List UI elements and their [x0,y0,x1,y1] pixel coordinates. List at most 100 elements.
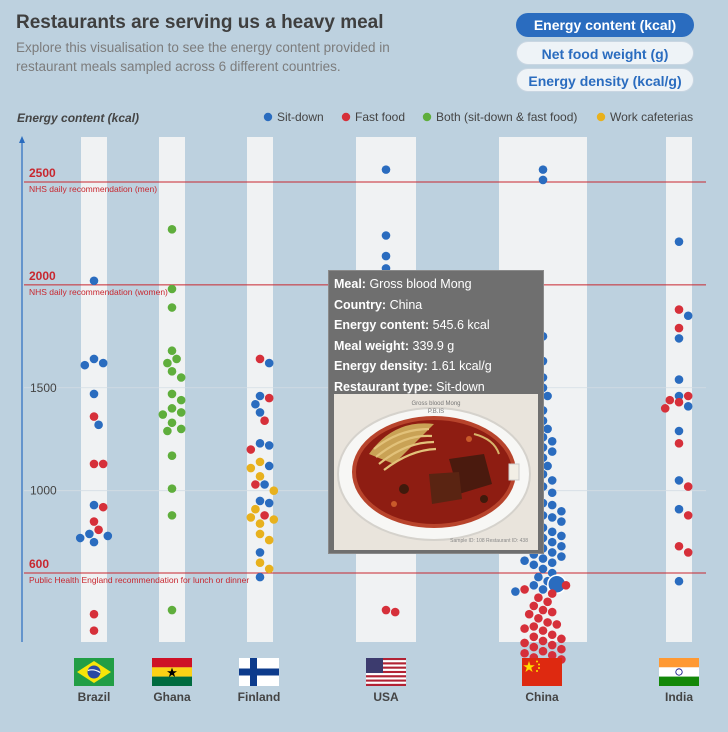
meal-dot-ghana [167,303,177,312]
meal-dot-ghana [167,511,177,520]
meal-dot-finland [255,471,265,481]
meal-dot-ghana [167,225,177,234]
column-finland [247,137,273,642]
reference-value-600: 600 [29,557,49,571]
meal-dot-usa [381,231,391,240]
meal-dot-finland [255,558,265,568]
meal-dot-china [520,556,529,565]
china-flag-icon[interactable] [522,658,562,686]
meal-dot-india [660,404,670,413]
meal-photo: Gross blood Mong P.B.IS Sample ID: 108 Re… [334,394,538,550]
meal-dot-finland [264,441,274,450]
meal-dot-finland [255,391,265,401]
energy-content-button[interactable]: Energy content (kcal) [516,13,694,37]
meal-dot-china [547,558,557,568]
meal-dot-ghana [167,484,177,493]
net-food-weight-button[interactable]: Net food weight (g) [516,41,694,65]
meal-dot-brazil [89,537,99,547]
meal-dot-finland [246,445,256,454]
tooltip-energy-key: Energy content: [334,318,430,332]
meal-dot-china [538,175,548,185]
usa-flag-icon[interactable] [366,658,406,686]
meal-dot-china [511,587,520,596]
meal-dot-finland [260,416,269,426]
tooltip-type-row: Restaurant type: Sit-down [334,377,538,398]
meal-dot-india [683,548,693,557]
meal-dot-brazil [89,354,99,364]
meal-dot-finland [255,519,265,528]
tooltip-country-value: China [389,297,423,312]
meal-dot-china [547,537,557,547]
tooltip-density-value: 1.61 kcal/g [431,359,492,373]
meal-dot-china [534,593,543,602]
tooltip-energy-value: 545.6 kcal [432,318,490,332]
meal-dot-finland [264,358,274,368]
meal-dot-finland [255,572,265,582]
meal-dot-ghana [176,395,186,405]
meal-dot-brazil [98,502,108,512]
meal-dot-china [557,541,566,551]
tooltip-meal-key: Meal: [334,277,366,291]
ghana-flag-icon[interactable] [152,658,192,686]
meal-dot-china [534,613,543,623]
meal-dot-brazil [89,626,99,635]
meal-dot-finland [269,515,279,524]
meal-dot-china [547,476,557,485]
meal-dot-china [529,601,539,611]
reference-label-2000: NHS daily recommendation (women) [29,287,168,297]
us-flag-stripe [366,679,406,682]
country-label-india: India [664,690,693,704]
meal-photo-illustration [334,394,538,550]
photo-caption: Gross blood Mong P.B.IS [334,400,538,416]
meal-dot-brazil [94,525,103,535]
energy-density-button[interactable]: Energy density (kcal/g) [516,68,694,92]
meal-dot-india [674,541,684,551]
meal-dot-china [557,552,566,561]
meal-dot-china [557,634,566,644]
us-flag-stripe [366,677,406,680]
meal-dot-usa [381,251,391,261]
meal-dot-finland [251,504,260,514]
us-flag-stripe [366,658,406,661]
meal-dot-brazil [80,360,90,370]
meal-dot-china [520,648,529,658]
meal-dot-china [529,632,539,642]
meal-dot-india [683,511,693,520]
meal-dot-brazil [85,529,94,539]
meal-dot-china [543,424,552,434]
meal-dot-india [674,504,684,514]
meal-dot-india [683,482,693,491]
y-axis-title: Energy content (kcal) [17,111,139,125]
meal-dot-china [547,513,557,522]
column-brazil [81,137,107,642]
meal-dot-finland [255,408,265,417]
meal-dot-brazil [89,389,99,399]
meal-dot-india [674,237,684,246]
tooltip-meal-row: Meal: Gross blood Mong [334,274,538,295]
meal-dot-brazil [98,459,108,469]
finland-flag-icon[interactable] [239,658,279,686]
meal-dot-ghana [167,284,177,294]
page-title: Restaurants are serving us a heavy meal [16,12,384,33]
meal-dot-brazil [89,500,99,510]
meal-dot-china [547,527,557,537]
meal-dot-china [520,638,529,648]
meal-dot-china [547,548,557,557]
meal-dot-india [674,476,684,485]
meal-dot-finland [269,486,279,495]
meal-dot-india [683,391,693,401]
meal-dot-finland [255,496,265,506]
photo-caption-sub: P.B.IS [427,409,445,415]
meal-dot-china [538,564,548,574]
tooltip-country-row: Country: China [334,295,538,316]
meal-dot-ghana [176,373,186,382]
meal-dot-ghana [172,354,181,364]
meal-dot-china [529,581,539,590]
meal-dot-finland [264,564,274,574]
india-flag-icon[interactable] [659,658,699,686]
brazil-flag-icon[interactable] [74,658,114,686]
tooltip-country-key: Country: [334,297,387,312]
meal-dot-china [547,436,557,446]
meal-dot-finland [255,457,265,467]
meal-dot-usa [381,165,391,174]
